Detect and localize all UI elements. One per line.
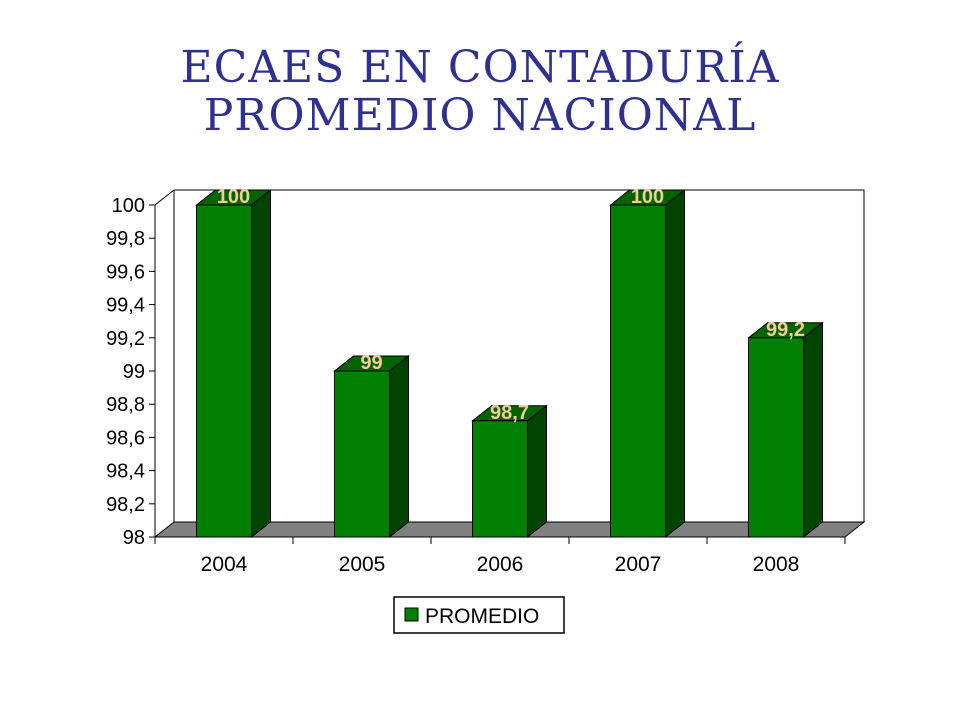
bar-front bbox=[196, 204, 252, 538]
legend-label: PROMEDIO bbox=[425, 605, 539, 628]
legend-swatch bbox=[404, 607, 419, 622]
y-tick-label: 99,8 bbox=[106, 228, 145, 250]
y-tick-label: 98,8 bbox=[106, 394, 145, 416]
y-tick-label: 98,4 bbox=[106, 461, 145, 483]
bar-side bbox=[665, 188, 685, 539]
bar-front bbox=[748, 337, 804, 538]
bar-side bbox=[251, 188, 271, 539]
bar-front bbox=[610, 204, 666, 538]
slide-title: ECAES EN CONTADURÍA PROMEDIO NACIONAL bbox=[180, 42, 780, 141]
x-tick-label: 2005 bbox=[339, 553, 386, 576]
y-tick-label: 98,6 bbox=[106, 427, 145, 449]
data-label: 100 bbox=[631, 186, 664, 208]
bar bbox=[195, 188, 272, 539]
bar-front bbox=[472, 420, 528, 538]
data-label: 99,2 bbox=[766, 319, 805, 341]
y-tick-label: 98 bbox=[123, 527, 145, 549]
y-tick-label: 99,4 bbox=[106, 295, 145, 317]
y-tick-label: 99,6 bbox=[106, 261, 145, 283]
y-tick-label: 98,2 bbox=[106, 494, 145, 516]
legend-box bbox=[393, 596, 565, 634]
x-tick-label: 2004 bbox=[201, 553, 248, 576]
bar-side bbox=[803, 321, 823, 539]
bar bbox=[609, 188, 686, 539]
plot-area-frame bbox=[154, 189, 865, 522]
y-tick-label: 100 bbox=[112, 195, 145, 217]
data-label: 99 bbox=[360, 352, 382, 374]
x-tick-label: 2007 bbox=[615, 553, 662, 576]
x-tick-label: 2006 bbox=[477, 553, 524, 576]
bar bbox=[333, 354, 410, 539]
y-tick-label: 99,2 bbox=[106, 328, 145, 350]
bar bbox=[471, 404, 548, 539]
x-tick-label: 2008 bbox=[753, 553, 800, 576]
bar-side bbox=[527, 404, 547, 539]
data-label: 100 bbox=[217, 186, 250, 208]
y-tick-label: 99 bbox=[123, 361, 145, 383]
bar-front bbox=[334, 370, 390, 538]
bar bbox=[747, 321, 824, 539]
bar-side bbox=[389, 354, 409, 539]
data-label: 98,7 bbox=[490, 402, 529, 424]
